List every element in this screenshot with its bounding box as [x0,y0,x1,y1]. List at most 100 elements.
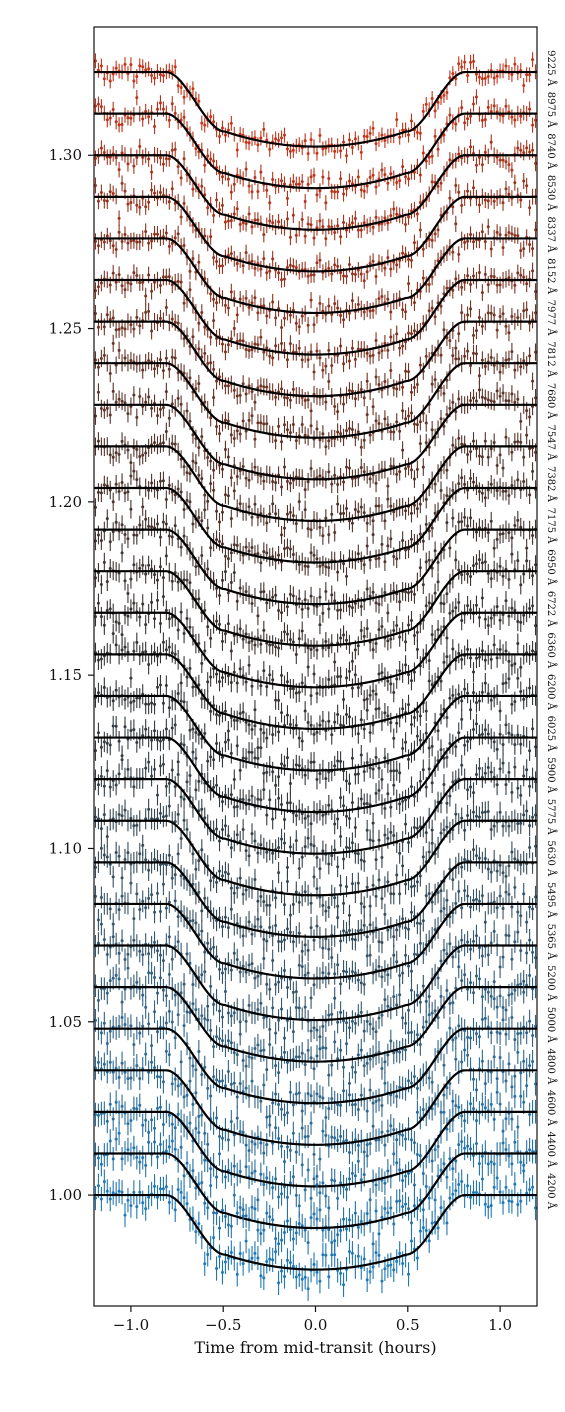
data-point [300,739,304,743]
data-point [294,1055,298,1059]
data-point [315,924,319,928]
data-point [480,1059,484,1063]
data-point [418,1000,422,1004]
data-point [188,1121,192,1125]
data-point [371,1242,375,1246]
data-point [282,1185,286,1189]
data-point [347,782,351,786]
data-point [114,1137,118,1141]
data-point [297,963,301,967]
data-point [235,805,239,809]
data-point [188,1011,192,1015]
data-point [303,943,307,947]
data-point [474,974,478,978]
data-point [256,756,260,760]
data-point [483,987,487,991]
data-point [93,1018,97,1022]
data-point [480,995,484,999]
data-point [412,794,416,798]
data-point [135,1155,139,1159]
data-point [513,608,517,612]
data-point [534,563,538,567]
data-point [161,595,165,599]
data-point [324,729,328,733]
data-point [182,632,186,636]
data-point [528,749,532,753]
data-point [421,1108,425,1112]
data-point [439,1206,443,1210]
data-point [155,1075,159,1079]
data-point [448,1001,452,1005]
data-point [371,1027,375,1031]
data-point [176,628,180,632]
data-point [105,855,109,859]
data-point [380,625,384,629]
data-point [380,940,384,944]
data-point [138,1076,142,1080]
data-point [427,1239,431,1243]
data-point [93,1196,97,1200]
data-point [327,719,331,723]
data-point [439,601,443,605]
data-point [451,609,455,613]
data-point [291,902,295,906]
data-point [389,682,393,686]
data-point [339,1181,343,1185]
data-point [409,1081,413,1085]
data-point [135,1205,139,1209]
data-point [173,1208,177,1212]
data-point [353,1021,357,1025]
data-point [241,828,245,832]
data-point [513,988,517,992]
data-point [463,743,467,747]
data-point [188,625,192,629]
data-point [111,922,115,926]
data-point [460,865,464,869]
data-point [336,1233,340,1237]
data-point [229,1041,233,1045]
data-point [114,1066,118,1070]
data-point [427,746,431,750]
data-point [138,523,142,527]
data-point [356,929,360,933]
data-point [309,926,313,930]
data-point [188,774,192,778]
data-point [451,1038,455,1042]
data-point [480,1102,484,1106]
data-point [407,1207,411,1211]
data-point [297,1055,301,1059]
data-point [469,1102,473,1106]
data-point [469,574,473,578]
data-point [371,1265,375,1269]
data-point [194,1068,198,1072]
data-point [102,560,106,564]
data-point [327,1106,331,1110]
data-point [430,683,434,687]
data-point [212,1075,216,1079]
data-point [238,768,242,772]
wavelength-label: 5495 Å [545,882,557,919]
data-point [153,910,157,914]
data-point [371,1101,375,1105]
data-point [247,641,251,645]
data-point [303,1063,307,1067]
data-point [389,1206,393,1210]
data-point [232,1193,236,1197]
data-point [256,899,260,903]
data-point [117,772,121,776]
data-point [167,853,171,857]
data-point [229,1224,233,1228]
data-point [164,784,168,788]
data-point [285,880,289,884]
data-point [126,952,130,956]
data-point [167,1009,171,1013]
data-point [271,643,275,647]
data-point [324,909,328,913]
data-point [108,1139,112,1143]
data-point [330,733,334,737]
data-point [218,1226,222,1230]
data-point [321,1096,325,1100]
data-point [333,720,337,724]
data-point [268,1257,272,1261]
data-point [173,945,177,949]
